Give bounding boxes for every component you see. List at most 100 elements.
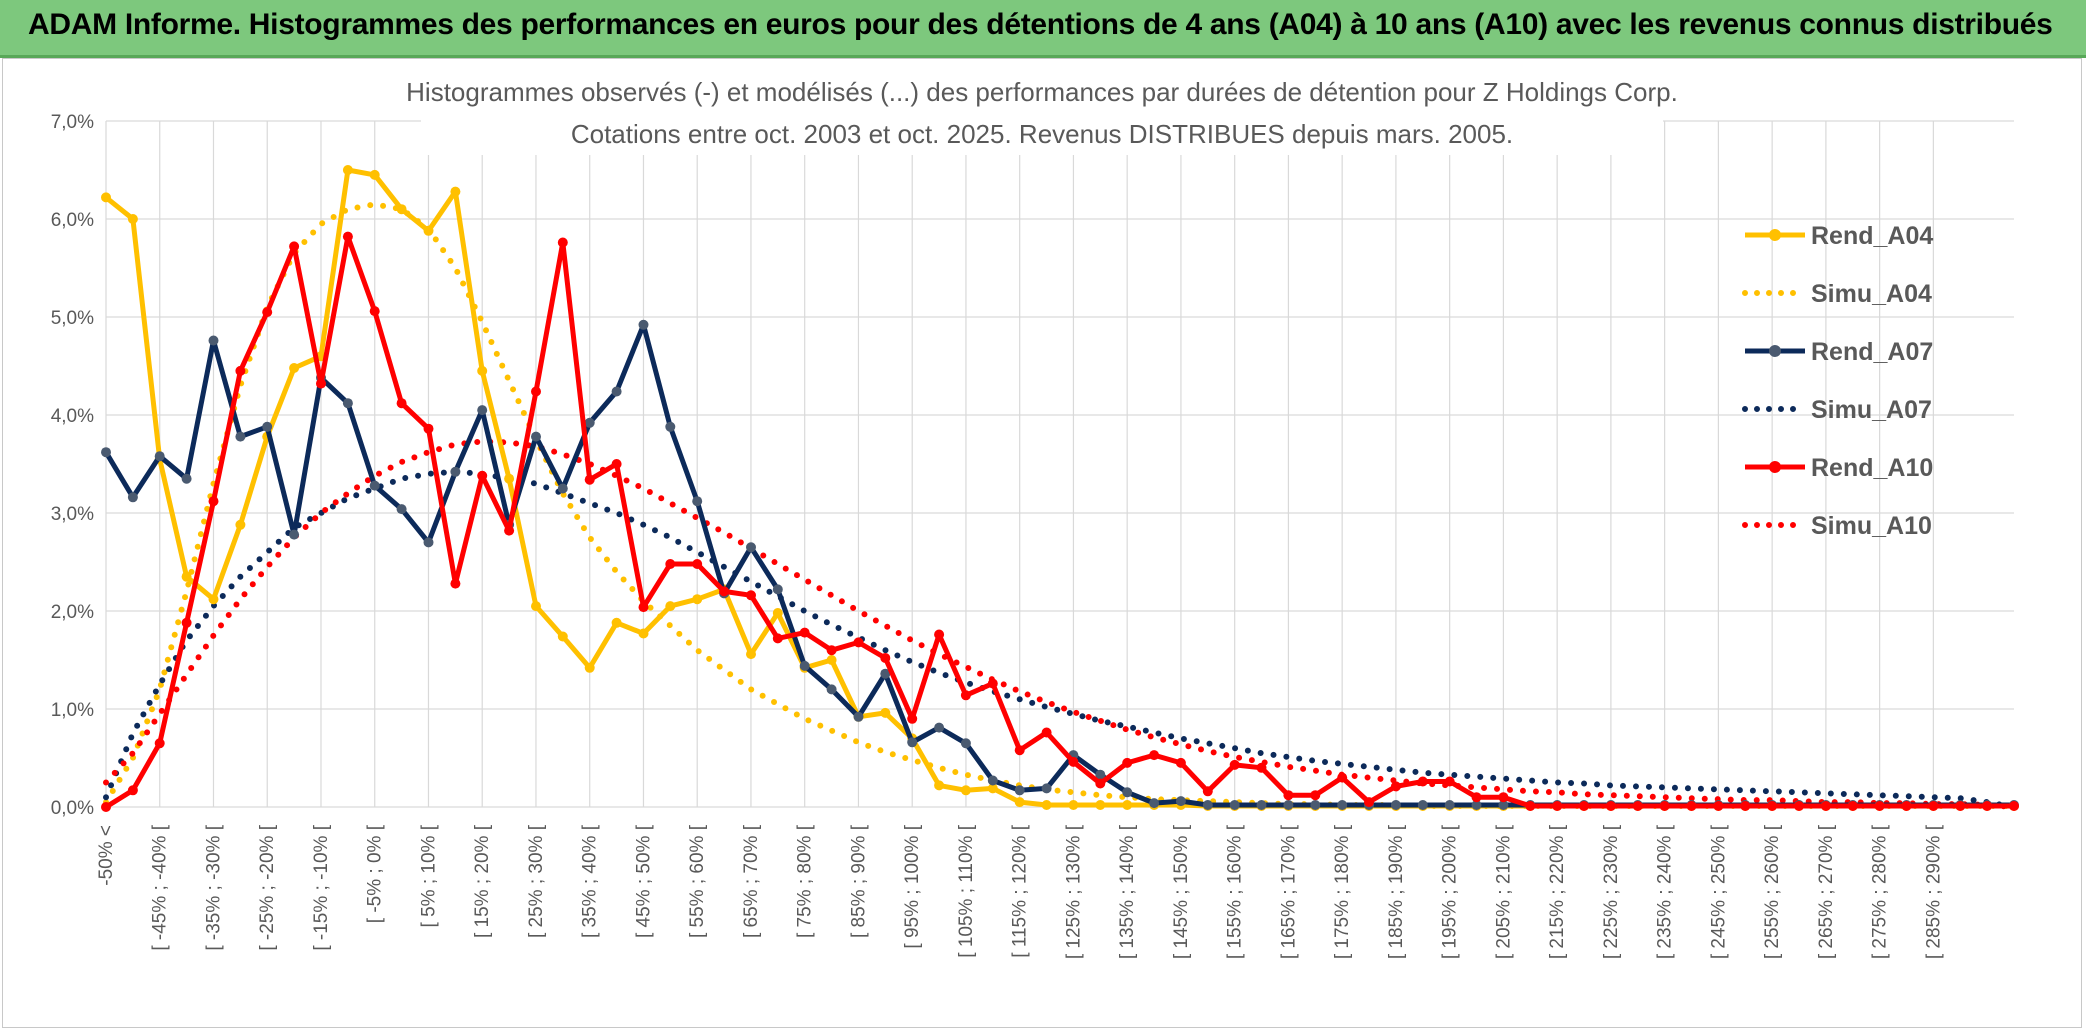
data-point	[1256, 800, 1267, 810]
x-tick-label: [ 265% ; 270% [	[1816, 824, 1837, 959]
chart-title-line2: Cotations entre oct. 2003 et oct. 2025. …	[571, 119, 1513, 149]
data-point	[369, 306, 380, 317]
data-point	[1901, 801, 1912, 811]
data-point	[1471, 800, 1482, 810]
data-point	[960, 690, 971, 701]
data-point	[423, 537, 434, 548]
data-point	[1740, 801, 1751, 811]
series-Simu_A07	[103, 468, 2017, 810]
x-tick-label: [ 165% ; 170% [	[1278, 824, 1299, 959]
data-point	[423, 423, 434, 434]
data-point	[826, 645, 837, 656]
y-tick-label: 0,0%	[51, 798, 94, 819]
data-point	[289, 529, 300, 540]
legend-label: Rend_A10	[1811, 454, 1933, 482]
data-point	[127, 492, 138, 503]
chart-frame: 0,0% 1,0% 2,0% 3,0% 4,0% 5,0% 6,0% 7,0% -50% < […	[2, 58, 2082, 1028]
data-point	[504, 473, 515, 484]
series-Rend_A04	[101, 165, 2019, 811]
x-tick-label: [ 255% ; 260% [	[1762, 824, 1783, 959]
x-tick-label: [ 195% ; 200% [	[1440, 824, 1461, 959]
data-point	[1955, 801, 1966, 811]
x-tick-label: [ -35% ; -30% [	[203, 824, 224, 950]
data-point	[1390, 800, 1401, 810]
data-point	[1767, 801, 1778, 811]
data-point	[934, 629, 945, 640]
data-point	[638, 319, 649, 330]
data-point	[1794, 801, 1804, 811]
series-line	[103, 322, 2014, 808]
legend-label: Rend_A07	[1811, 338, 1933, 366]
data-point	[1444, 800, 1455, 810]
data-point	[584, 662, 595, 673]
data-point	[450, 578, 461, 589]
data-point	[1847, 801, 1858, 811]
data-point	[396, 504, 407, 515]
data-point	[557, 631, 568, 642]
data-point	[369, 480, 380, 491]
data-point	[638, 628, 649, 639]
x-tick-label: [ 235% ; 240% [	[1655, 824, 1676, 959]
data-point	[1337, 772, 1348, 783]
data-point	[1310, 800, 1321, 810]
data-point	[154, 451, 165, 462]
data-point	[611, 459, 622, 469]
x-tick-label: [ 175% ; 180% [	[1332, 824, 1353, 959]
data-point	[1041, 783, 1052, 794]
data-point	[826, 655, 837, 665]
x-tick-label: [ 5% ; 10% [	[418, 824, 439, 927]
x-tick-label: [ 55% ; 60% [	[687, 824, 708, 938]
data-point	[665, 601, 676, 612]
data-point	[1337, 800, 1348, 810]
series-layer	[101, 165, 2019, 812]
data-point	[208, 335, 219, 346]
data-point	[1982, 801, 1993, 811]
data-point	[907, 713, 918, 724]
data-point	[1874, 801, 1885, 811]
data-point	[1820, 801, 1831, 811]
data-point	[1095, 800, 1106, 810]
series-Rend_A07	[101, 319, 2019, 810]
data-point	[799, 627, 810, 638]
x-axis-ticks: -50% < [ -45% ; -40% [[ -35% ; -30% [[ -2…	[96, 824, 1944, 959]
data-point	[1041, 727, 1052, 738]
series-Simu_A10	[103, 438, 2017, 810]
x-tick-label: [ -25% ; -20% [	[257, 824, 278, 950]
data-point	[1014, 797, 1025, 808]
x-tick-label: [ 155% ; 160% [	[1225, 824, 1246, 959]
data-point	[826, 684, 837, 695]
data-point	[450, 466, 461, 477]
data-point	[1175, 757, 1186, 768]
data-point	[987, 678, 998, 689]
data-point	[1122, 787, 1133, 798]
data-point	[880, 707, 891, 718]
data-point	[477, 365, 488, 376]
data-point	[181, 617, 192, 628]
series-line	[103, 468, 2017, 810]
series-line	[103, 438, 2017, 810]
x-tick-label: [ 95% ; 100% [	[902, 824, 923, 948]
data-point	[342, 165, 353, 175]
data-point	[853, 711, 864, 722]
data-point	[1390, 781, 1401, 792]
x-tick-label: [ 185% ; 190% [	[1386, 824, 1407, 959]
data-point	[746, 542, 756, 553]
data-point	[235, 519, 246, 530]
data-point	[181, 571, 192, 582]
x-tick-label: [ 285% ; 290% [	[1923, 824, 1944, 959]
data-point	[1229, 759, 1240, 770]
data-point	[960, 785, 971, 796]
data-point	[934, 780, 945, 791]
data-point	[1014, 785, 1025, 796]
series-Simu_A04	[103, 201, 2017, 809]
data-point	[1417, 776, 1428, 787]
x-tick-label: [ 215% ; 220% [	[1547, 824, 1568, 959]
y-tick-label: 6,0%	[51, 210, 94, 231]
data-point	[396, 398, 407, 409]
legend-item: Rend_A07	[1745, 338, 1933, 366]
data-point	[638, 602, 649, 613]
data-point	[1659, 801, 1670, 811]
data-point	[477, 405, 488, 416]
series-line	[103, 201, 2017, 809]
x-tick-label: [ 145% ; 150% [	[1171, 824, 1192, 959]
